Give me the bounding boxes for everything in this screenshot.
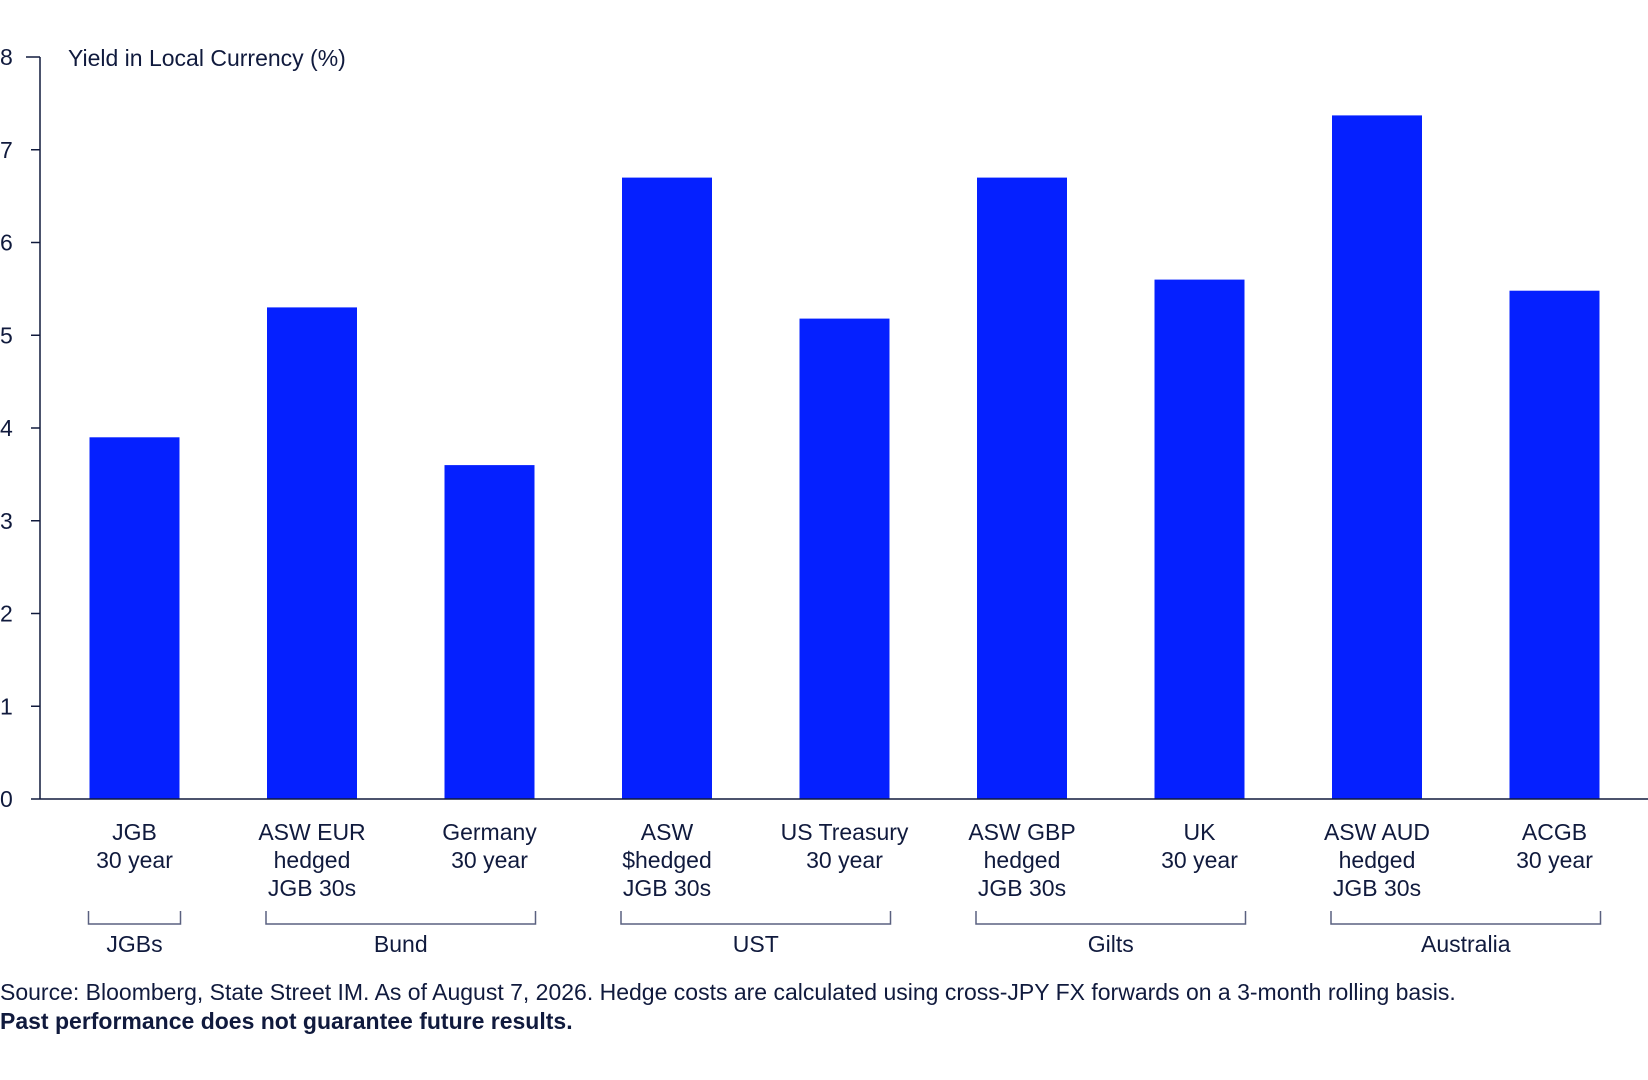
y-tick-labels: 0 1 2 3 4 5 6 7 8 — [0, 44, 13, 812]
chart-footer: Source: Bloomberg, State Street IM. As o… — [0, 978, 1640, 1036]
y-tick-label-2: 2 — [0, 601, 13, 627]
y-tick-label-1: 1 — [0, 693, 13, 719]
group-label-3: Gilts — [1088, 931, 1134, 957]
y-tick-label-7: 7 — [0, 137, 13, 163]
bar-3 — [622, 177, 712, 800]
x-tick-label-0: JGB 30 year — [96, 819, 173, 873]
x-tick-label-7: ASW AUD hedged JGB 30s — [1324, 819, 1430, 901]
group-bracket-4 — [1330, 911, 1602, 925]
bars-layer — [89, 115, 1600, 800]
bar-4 — [799, 318, 890, 799]
group-bracket-2 — [620, 911, 892, 925]
performance-disclaimer: Past performance does not guarantee futu… — [0, 1008, 573, 1034]
y-tick-label-8: 8 — [0, 44, 13, 70]
y-tick-label-4: 4 — [0, 415, 13, 441]
x-tick-label-2: Germany 30 year — [442, 819, 537, 873]
x-tick-label-4: US Treasury 30 year — [781, 819, 909, 873]
y-axis-title: Yield in Local Currency (%) — [68, 45, 346, 71]
group-bracket-3 — [975, 911, 1247, 925]
source-note: Source: Bloomberg, State Street IM. As o… — [0, 979, 1456, 1005]
axes — [26, 56, 1648, 800]
group-label-1: Bund — [374, 931, 428, 957]
x-tick-label-5: ASW GBP hedged JGB 30s — [968, 819, 1075, 901]
group-label-0: JGBs — [106, 931, 162, 957]
group-bracket-1 — [265, 911, 537, 925]
bar-0 — [89, 437, 180, 799]
bar-7 — [1332, 115, 1422, 799]
group-bracket-0 — [87, 911, 182, 925]
bar-2 — [444, 465, 535, 799]
bar-6 — [1154, 279, 1245, 800]
y-tick-label-6: 6 — [0, 230, 13, 256]
x-tick-label-8: ACGB 30 year — [1516, 819, 1593, 873]
x-tick-labels: JGB 30 year ASW EUR hedged JGB 30s Germany 30 … — [96, 819, 1593, 901]
group-label-2: UST — [733, 931, 779, 957]
x-tick-label-1: ASW EUR hedged JGB 30s — [258, 819, 365, 901]
group-label-4: Australia — [1421, 931, 1511, 957]
y-tick-label-5: 5 — [0, 322, 13, 348]
y-tick-label-0: 0 — [0, 786, 13, 812]
bar-8 — [1509, 290, 1600, 799]
bar-5 — [977, 177, 1067, 800]
bar-1 — [267, 307, 357, 799]
bar-chart: 0 1 2 3 4 5 6 7 8 Yield in Local Currency (%) JG… — [0, 44, 1648, 957]
y-tick-label-3: 3 — [0, 508, 13, 534]
x-tick-label-6: UK 30 year — [1161, 819, 1238, 873]
category-groups: JGBs Bund UST Gilts Australia — [87, 911, 1602, 957]
x-tick-label-3: ASW $hedged JGB 30s — [622, 819, 712, 901]
